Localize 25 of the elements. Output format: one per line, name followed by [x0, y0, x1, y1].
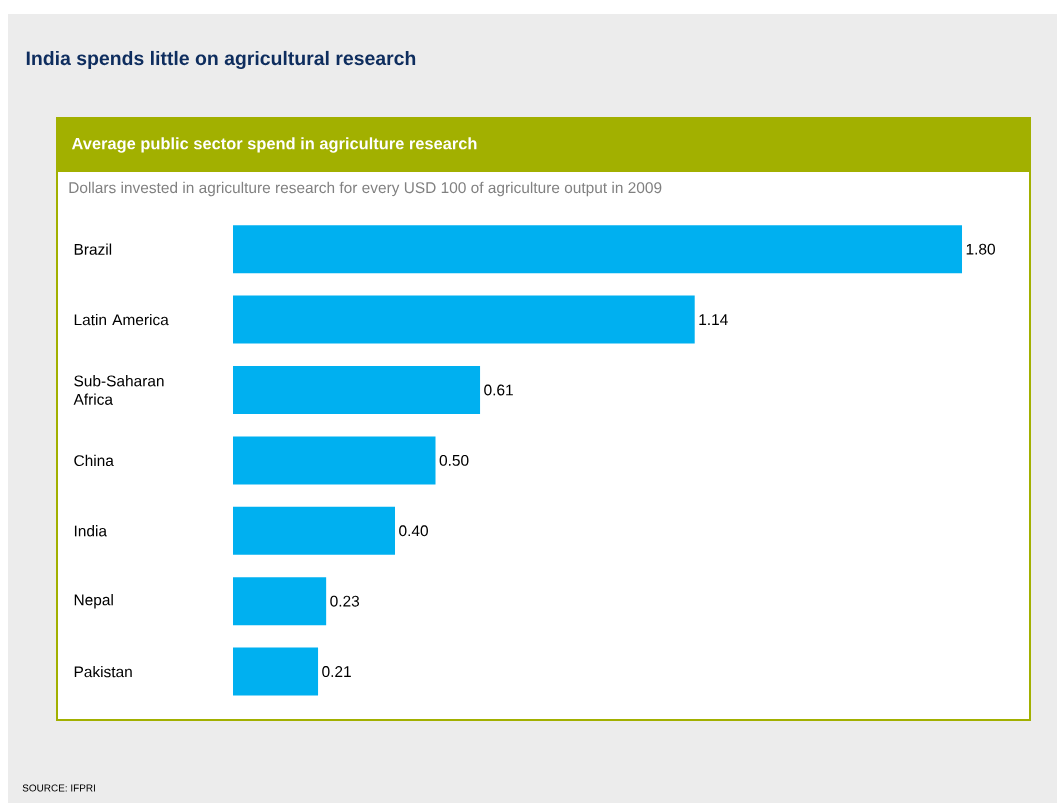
y-tick-label: China [74, 454, 114, 467]
bar [233, 365, 481, 414]
bar [233, 295, 695, 344]
chart-subtitle: Average public sector spend in agriculture research [71, 137, 477, 153]
source-note: SOURCE: IFPRI [22, 784, 95, 792]
bar [233, 506, 396, 555]
bar [233, 647, 319, 696]
bar [233, 577, 327, 626]
y-tick-label: Pakistan [74, 665, 132, 678]
y-tick-label: India [74, 525, 107, 537]
data-label: 0.40 [399, 525, 428, 537]
bar [233, 225, 963, 274]
data-label: 0.23 [330, 595, 360, 607]
data-label: 1.80 [966, 243, 995, 255]
y-tick-label: Sub-Saharan Africa [73, 375, 164, 405]
y-tick-label: Brazil [74, 243, 112, 255]
data-label: 0.21 [322, 666, 351, 678]
data-label: 0.61 [484, 384, 513, 396]
text: Dollars invested in agriculture research for every USD 100 of agriculture output in 2009 [69, 181, 662, 197]
data-label: 1.14 [699, 314, 728, 325]
bar [233, 436, 436, 485]
data-label: 0.50 [439, 454, 469, 466]
y-tick-label: Latin America [74, 313, 169, 326]
chart-title: India spends little on agricultural research [26, 50, 416, 70]
y-tick-label: Nepal [74, 593, 113, 609]
